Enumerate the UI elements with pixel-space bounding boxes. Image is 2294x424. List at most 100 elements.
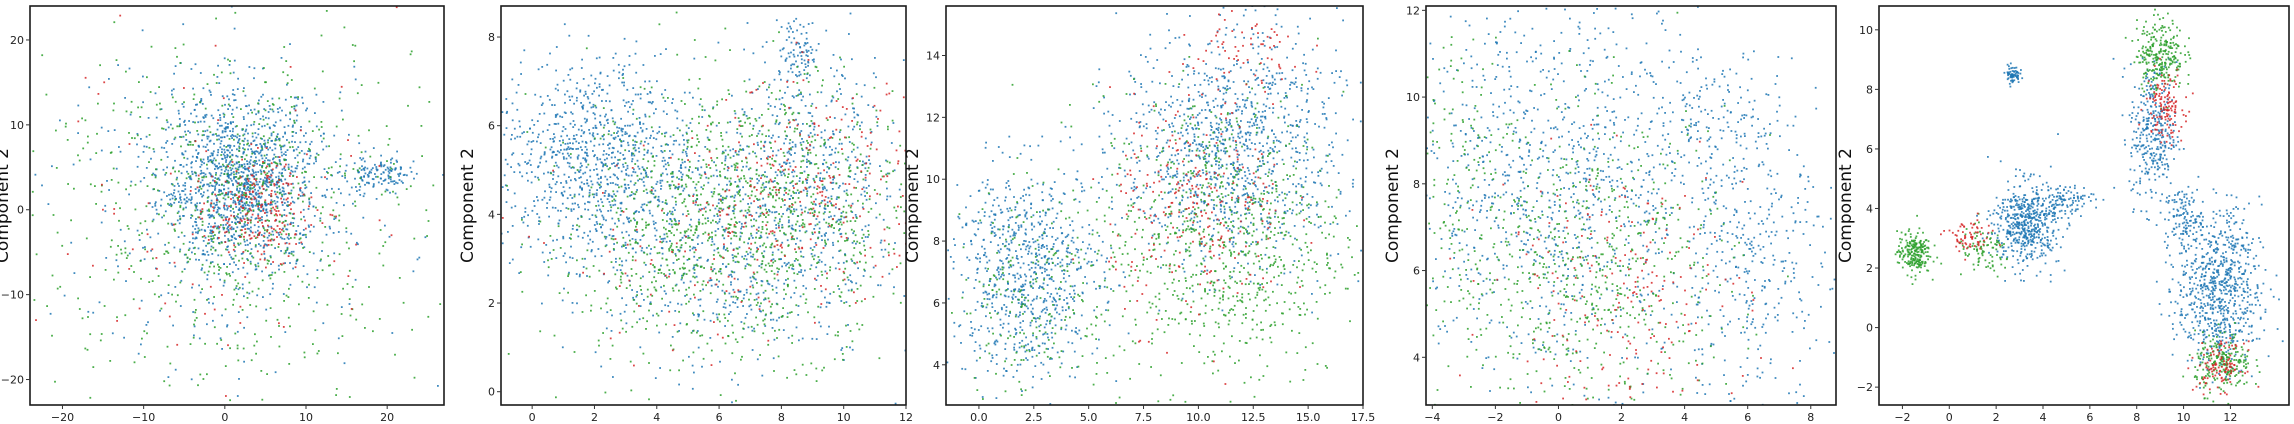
- point: [413, 177, 415, 180]
- point: [672, 249, 674, 252]
- point: [684, 295, 686, 297]
- point: [609, 142, 611, 145]
- point: [755, 250, 758, 253]
- point: [755, 293, 758, 296]
- point: [247, 186, 249, 188]
- point: [823, 159, 826, 161]
- point: [303, 134, 305, 137]
- point: [543, 172, 545, 175]
- point: [250, 193, 253, 196]
- point: [31, 190, 34, 193]
- point: [242, 207, 244, 209]
- point: [237, 199, 239, 201]
- point: [699, 304, 702, 307]
- point: [507, 231, 509, 233]
- point: [785, 264, 787, 267]
- point: [378, 252, 381, 255]
- point: [254, 237, 257, 239]
- point: [125, 257, 128, 259]
- point: [588, 129, 590, 131]
- point: [271, 139, 273, 142]
- point: [361, 303, 364, 306]
- point: [358, 183, 361, 185]
- point: [676, 110, 679, 113]
- point: [633, 135, 636, 137]
- point: [216, 226, 219, 229]
- point: [736, 306, 739, 308]
- point: [640, 293, 643, 295]
- point: [115, 259, 118, 262]
- point: [203, 120, 206, 123]
- point: [273, 143, 276, 145]
- point: [671, 102, 673, 104]
- point: [339, 158, 342, 160]
- point: [569, 194, 572, 196]
- point: [787, 30, 790, 33]
- point: [249, 237, 252, 240]
- point: [300, 126, 302, 128]
- point: [783, 262, 786, 264]
- point: [237, 221, 239, 223]
- point: [610, 330, 613, 332]
- point: [318, 128, 320, 131]
- point: [579, 185, 582, 188]
- point: [206, 83, 209, 85]
- point: [208, 213, 211, 216]
- point: [543, 112, 546, 115]
- point: [175, 178, 178, 181]
- point: [656, 80, 658, 83]
- point: [566, 147, 569, 150]
- point: [321, 222, 324, 224]
- point: [188, 176, 190, 178]
- point: [294, 233, 296, 236]
- point: [538, 223, 540, 225]
- point: [557, 209, 559, 212]
- point: [255, 204, 257, 207]
- point: [543, 196, 546, 199]
- point: [732, 256, 734, 259]
- point: [600, 176, 602, 178]
- point: [290, 79, 293, 81]
- point: [390, 158, 392, 161]
- point: [228, 144, 231, 147]
- point: [209, 91, 212, 94]
- point: [237, 288, 240, 291]
- point: [266, 259, 269, 262]
- point: [267, 225, 270, 228]
- point: [371, 167, 374, 169]
- point: [693, 371, 695, 374]
- point: [235, 285, 238, 287]
- point: [228, 217, 231, 220]
- point: [837, 262, 840, 264]
- point: [210, 225, 212, 228]
- point: [680, 239, 682, 241]
- point: [768, 96, 770, 99]
- point: [594, 154, 596, 156]
- point: [241, 209, 244, 212]
- point: [327, 167, 330, 170]
- point: [758, 179, 760, 182]
- point: [270, 274, 273, 276]
- point: [199, 181, 202, 184]
- point: [257, 147, 259, 149]
- point: [739, 235, 742, 238]
- point: [194, 121, 196, 124]
- point: [169, 172, 172, 175]
- point: [202, 249, 205, 252]
- point: [698, 223, 700, 226]
- point: [734, 261, 737, 263]
- point: [832, 178, 834, 181]
- point: [825, 146, 827, 149]
- point: [773, 180, 776, 182]
- point: [281, 214, 283, 217]
- point: [262, 162, 264, 165]
- point: [815, 49, 818, 52]
- point: [230, 164, 233, 166]
- point: [600, 181, 602, 184]
- point: [257, 171, 260, 173]
- point: [543, 261, 546, 263]
- point: [289, 111, 291, 114]
- point: [100, 149, 103, 152]
- point: [212, 237, 215, 240]
- point: [761, 133, 764, 136]
